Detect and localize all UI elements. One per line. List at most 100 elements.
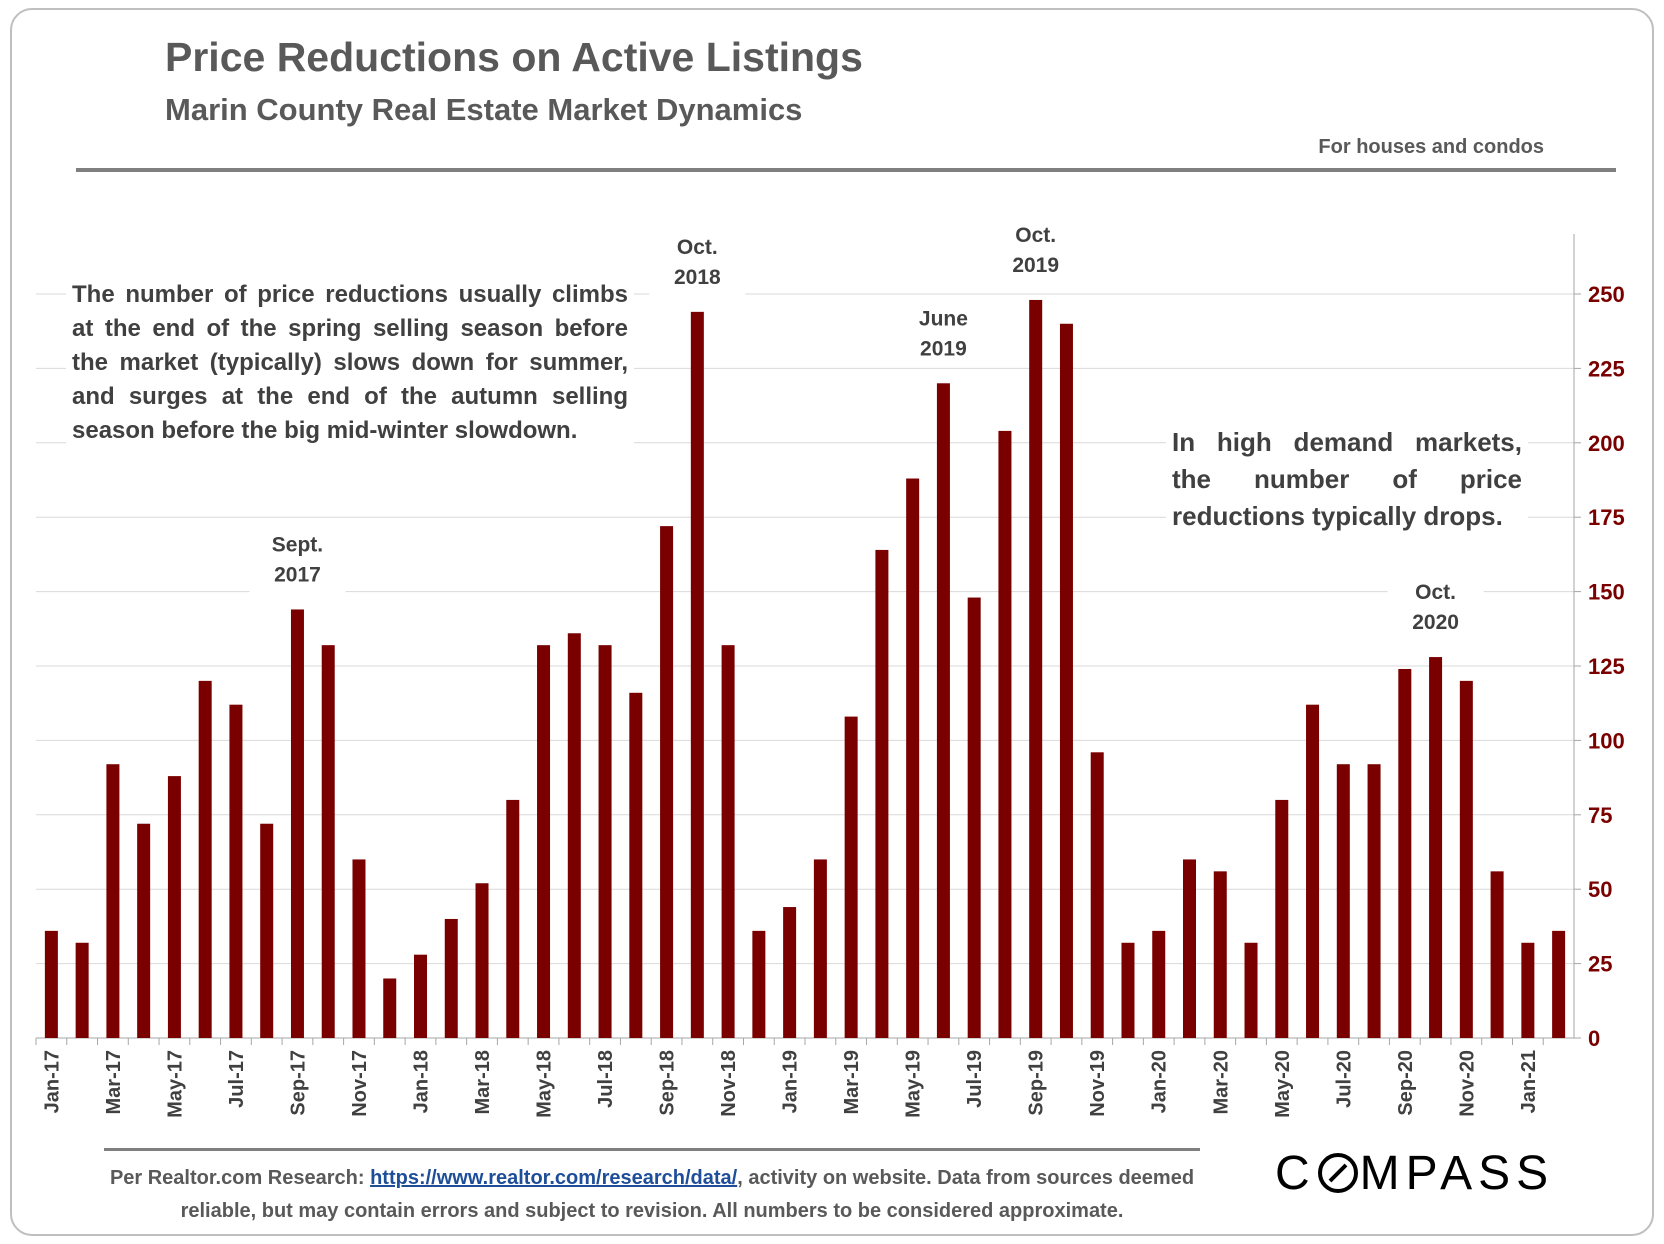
bar bbox=[567, 633, 581, 1038]
annotation-background bbox=[1387, 569, 1484, 642]
bar bbox=[783, 907, 797, 1038]
source-link[interactable]: https://www.realtor.com/research/data/ bbox=[370, 1167, 738, 1189]
bar bbox=[537, 645, 551, 1038]
bar bbox=[721, 645, 735, 1038]
bar bbox=[383, 978, 397, 1038]
peak-annotation-year: 2019 bbox=[1012, 254, 1059, 277]
y-tick-label: 75 bbox=[1588, 803, 1612, 828]
x-tick-label: Mar-18 bbox=[472, 1050, 494, 1114]
peak-annotation-label: Sept. bbox=[272, 533, 323, 556]
bar bbox=[690, 311, 704, 1039]
y-tick-label: 100 bbox=[1588, 728, 1625, 753]
bar bbox=[137, 823, 151, 1038]
peak-annotation-label: Oct. bbox=[1415, 581, 1456, 604]
peak-annotation-year: 2017 bbox=[274, 563, 321, 586]
x-tick-label: Nov-17 bbox=[349, 1050, 371, 1117]
bar bbox=[906, 478, 920, 1039]
chart-title: Price Reductions on Active Listings bbox=[165, 34, 863, 80]
y-tick-label: 0 bbox=[1588, 1026, 1600, 1051]
y-tick-label: 25 bbox=[1588, 952, 1612, 977]
bar bbox=[1183, 859, 1196, 1038]
annotation-background bbox=[895, 295, 992, 368]
bar bbox=[167, 776, 181, 1038]
bar bbox=[1152, 930, 1166, 1038]
annotation-background bbox=[987, 211, 1084, 284]
bar bbox=[260, 823, 274, 1038]
bar bbox=[352, 859, 366, 1038]
x-tick-label: Jul-19 bbox=[964, 1050, 986, 1108]
chart-frame bbox=[10, 8, 1654, 1236]
bar bbox=[506, 799, 520, 1038]
bar bbox=[1398, 668, 1412, 1038]
x-tick-label: Jul-17 bbox=[226, 1050, 248, 1108]
compass-o-icon bbox=[1316, 1146, 1360, 1201]
x-tick-label: Nov-18 bbox=[718, 1050, 740, 1117]
x-tick-label: Sep-19 bbox=[1026, 1050, 1048, 1116]
x-tick-label: Mar-19 bbox=[841, 1050, 863, 1114]
footer-suffix: , activity on website. Data from sources… bbox=[180, 1167, 1195, 1222]
x-tick-label: May-20 bbox=[1272, 1050, 1294, 1118]
bar bbox=[1059, 323, 1073, 1038]
bar bbox=[1244, 942, 1258, 1038]
peak-annotation-year: 2018 bbox=[674, 266, 721, 289]
y-tick-label: 250 bbox=[1588, 282, 1625, 307]
logo-text-end: MPASS bbox=[1359, 1147, 1555, 1200]
bar bbox=[629, 692, 643, 1038]
x-tick-label: Sep-18 bbox=[657, 1050, 679, 1116]
header-divider bbox=[76, 168, 1616, 172]
peak-annotation-label: Oct. bbox=[677, 236, 718, 259]
bar bbox=[752, 930, 766, 1038]
bar bbox=[1521, 942, 1535, 1038]
y-tick-label: 225 bbox=[1588, 356, 1625, 381]
bar bbox=[75, 942, 89, 1038]
x-tick-label: Mar-20 bbox=[1210, 1050, 1232, 1114]
x-tick-label: Jul-20 bbox=[1333, 1050, 1355, 1108]
x-tick-label: Jan-21 bbox=[1518, 1050, 1540, 1113]
bar bbox=[229, 704, 243, 1038]
source-footer: Per Realtor.com Research: https://www.re… bbox=[104, 1162, 1200, 1228]
x-tick-label: May-19 bbox=[903, 1050, 925, 1118]
bar bbox=[1029, 299, 1043, 1038]
logo-text-start: C bbox=[1275, 1147, 1316, 1200]
bar bbox=[475, 883, 489, 1038]
bar bbox=[106, 764, 120, 1038]
annotation-background bbox=[249, 521, 346, 594]
x-tick-label: Jan-17 bbox=[41, 1050, 63, 1113]
y-tick-label: 150 bbox=[1588, 580, 1625, 605]
bar bbox=[414, 954, 427, 1038]
high-demand-note: In high demand markets, the number of pr… bbox=[1166, 424, 1528, 535]
compass-logo: C MPASS bbox=[1275, 1146, 1554, 1201]
seasonal-explanation-note: The number of price reductions usually c… bbox=[66, 278, 634, 448]
bar bbox=[198, 680, 212, 1038]
bar bbox=[321, 645, 335, 1038]
scope-note: For houses and condos bbox=[1318, 136, 1544, 158]
bar bbox=[1336, 764, 1350, 1038]
x-tick-label: Jan-19 bbox=[780, 1050, 802, 1113]
peak-annotation-year: 2020 bbox=[1412, 611, 1459, 634]
peak-annotation-year: 2019 bbox=[920, 337, 967, 360]
bar bbox=[290, 609, 304, 1038]
bar bbox=[1459, 680, 1473, 1038]
bar bbox=[1213, 871, 1227, 1038]
bar bbox=[936, 383, 950, 1038]
x-tick-label: May-18 bbox=[534, 1050, 556, 1118]
bar bbox=[1275, 799, 1289, 1038]
bar bbox=[1306, 704, 1320, 1038]
bar bbox=[44, 930, 58, 1038]
bar bbox=[444, 918, 458, 1038]
x-tick-label: Jan-20 bbox=[1149, 1050, 1171, 1113]
y-tick-label: 125 bbox=[1588, 654, 1625, 679]
x-tick-label: Mar-17 bbox=[103, 1050, 125, 1114]
bar bbox=[1367, 764, 1381, 1038]
bar bbox=[1121, 942, 1135, 1038]
bar bbox=[1490, 871, 1504, 1038]
y-tick-label: 50 bbox=[1588, 877, 1612, 902]
bar bbox=[967, 597, 981, 1038]
bar bbox=[1090, 752, 1104, 1038]
bar bbox=[813, 859, 827, 1038]
annotation-background bbox=[649, 223, 746, 296]
footer-prefix: Per Realtor.com Research: bbox=[109, 1167, 371, 1189]
bar bbox=[1429, 657, 1443, 1038]
x-tick-label: May-17 bbox=[164, 1050, 186, 1118]
x-tick-label: Nov-19 bbox=[1087, 1050, 1109, 1117]
